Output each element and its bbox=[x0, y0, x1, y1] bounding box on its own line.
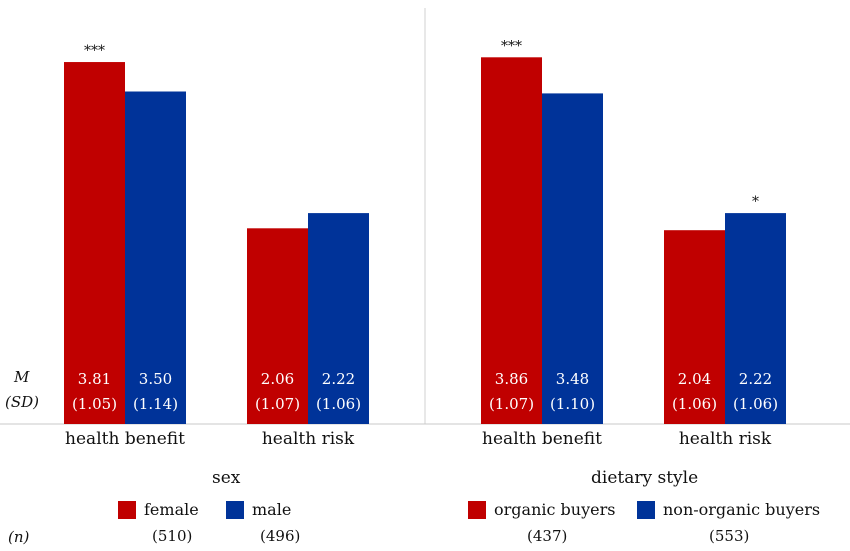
significance-marker-0-0: *** bbox=[84, 43, 105, 59]
legend-label-non-organic: non-organic buyers bbox=[663, 500, 821, 519]
data-label-mean-1-0-1: 3.48 bbox=[556, 370, 589, 388]
data-label-sd-1-0-1: (1.10) bbox=[550, 395, 595, 413]
legend-swatch-female bbox=[118, 500, 136, 519]
bar-0-1-1 bbox=[308, 213, 369, 424]
data-label-mean-0-1-1: 2.22 bbox=[322, 370, 355, 388]
bar-1-1-0 bbox=[664, 230, 725, 424]
data-label-mean-0-1-0: 2.06 bbox=[261, 370, 294, 388]
data-label-sd-1-1-0: (1.06) bbox=[672, 395, 717, 413]
category-label-0-0: health benefit bbox=[65, 429, 185, 449]
legend-swatch-male bbox=[226, 500, 244, 519]
legend-label-organic: organic buyers bbox=[494, 500, 616, 519]
group-title-dietary-style: dietary style bbox=[591, 468, 699, 488]
category-label-1-1: health risk bbox=[679, 429, 772, 449]
data-label-mean-1-1-0: 2.04 bbox=[678, 370, 711, 388]
n-female: (510) bbox=[152, 527, 193, 545]
legend-label-male: male bbox=[252, 500, 292, 519]
n-male: (496) bbox=[260, 527, 301, 545]
n-row-label: (n) bbox=[8, 528, 30, 546]
data-label-sd-0-1-0: (1.07) bbox=[255, 395, 300, 413]
data-label-sd-0-1-1: (1.06) bbox=[316, 395, 361, 413]
mean-row-label: M bbox=[14, 368, 30, 386]
bar-1-0-1 bbox=[542, 93, 603, 425]
legend-swatch-organic bbox=[468, 500, 486, 519]
bar-0-1-0 bbox=[247, 228, 308, 424]
n-non-organic: (553) bbox=[709, 527, 750, 545]
category-label-1-0: health benefit bbox=[482, 429, 602, 449]
bar-0-0-1 bbox=[125, 91, 186, 424]
legend-male: male bbox=[226, 500, 291, 519]
sd-row-label: (SD) bbox=[5, 393, 40, 411]
significance-marker-1-1: * bbox=[752, 194, 759, 210]
bar-0-0-0 bbox=[64, 62, 125, 425]
data-label-sd-1-1-1: (1.06) bbox=[733, 395, 778, 413]
n-organic: (437) bbox=[527, 527, 568, 545]
legend-non-organic-buyers: non-organic buyers bbox=[637, 500, 820, 519]
legend-label-female: female bbox=[144, 500, 199, 519]
data-label-sd-1-0-0: (1.07) bbox=[489, 395, 534, 413]
legend-swatch-non-organic bbox=[637, 500, 655, 519]
category-label-0-1: health risk bbox=[262, 429, 355, 449]
data-label-mean-1-1-1: 2.22 bbox=[739, 370, 772, 388]
group-title-sex: sex bbox=[212, 468, 241, 488]
bar-1-0-0 bbox=[481, 57, 542, 425]
data-label-mean-1-0-0: 3.86 bbox=[495, 370, 528, 388]
data-label-sd-0-0-1: (1.14) bbox=[133, 395, 178, 413]
legend-organic-buyers: organic buyers bbox=[468, 500, 615, 519]
legend-female: female bbox=[118, 500, 199, 519]
data-label-mean-0-0-0: 3.81 bbox=[78, 370, 111, 388]
significance-marker-1-0: *** bbox=[501, 38, 522, 54]
data-label-sd-0-0-0: (1.05) bbox=[72, 395, 117, 413]
data-label-mean-0-0-1: 3.50 bbox=[139, 370, 172, 388]
bar-1-1-1 bbox=[725, 213, 786, 424]
